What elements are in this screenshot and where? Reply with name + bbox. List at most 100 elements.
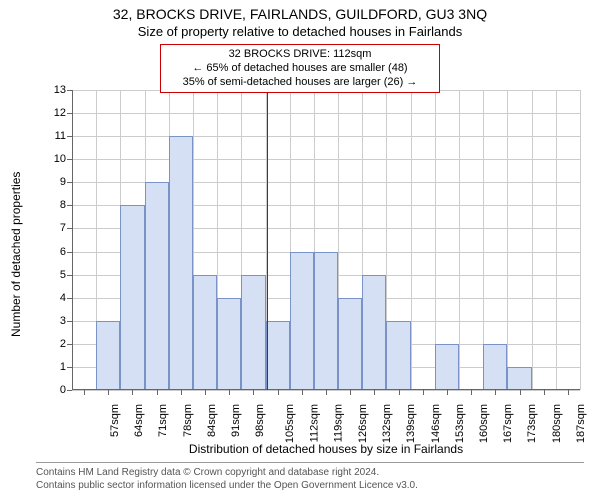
- y-tick-mark: [67, 367, 72, 368]
- x-tick-label: 146sqm: [430, 404, 442, 443]
- histogram-bar: [386, 321, 410, 390]
- y-tick-mark: [67, 90, 72, 91]
- x-tick-mark: [253, 390, 254, 395]
- y-tick-label: 8: [42, 199, 66, 211]
- chart-container: 32, BROCKS DRIVE, FAIRLANDS, GUILDFORD, …: [0, 0, 600, 500]
- y-axis-line: [72, 90, 73, 390]
- x-tick-label: 105sqm: [285, 404, 297, 443]
- x-tick-mark: [374, 390, 375, 395]
- grid-line-horizontal: [72, 136, 580, 137]
- histogram-bar: [483, 344, 507, 390]
- y-tick-label: 0: [42, 384, 66, 396]
- y-tick-label: 2: [42, 338, 66, 350]
- grid-line-vertical: [459, 90, 460, 390]
- footer-line1: Contains HM Land Registry data © Crown c…: [36, 466, 418, 479]
- x-tick-label: 57sqm: [109, 404, 121, 437]
- x-tick-label: 187sqm: [575, 404, 587, 443]
- x-tick-mark: [157, 390, 158, 395]
- histogram-bar: [435, 344, 459, 390]
- chart-title-line1: 32, BROCKS DRIVE, FAIRLANDS, GUILDFORD, …: [0, 6, 600, 22]
- x-tick-mark: [399, 390, 400, 395]
- y-tick-mark: [67, 252, 72, 253]
- grid-line-vertical: [411, 90, 412, 390]
- y-tick-mark: [67, 136, 72, 137]
- x-tick-label: 160sqm: [478, 404, 490, 443]
- x-tick-label: 153sqm: [454, 404, 466, 443]
- y-tick-label: 1: [42, 361, 66, 373]
- x-tick-mark: [350, 390, 351, 395]
- y-tick-label: 11: [42, 130, 66, 142]
- histogram-bar: [362, 275, 386, 390]
- annotation-box: 32 BROCKS DRIVE: 112sqm ← 65% of detache…: [160, 44, 440, 93]
- x-tick-label: 180sqm: [551, 404, 563, 443]
- x-tick-label: 126sqm: [357, 404, 369, 443]
- footer-text: Contains HM Land Registry data © Crown c…: [36, 466, 418, 492]
- histogram-bar: [338, 298, 362, 390]
- chart-title-line2: Size of property relative to detached ho…: [0, 24, 600, 39]
- x-tick-mark: [423, 390, 424, 395]
- x-tick-mark: [326, 390, 327, 395]
- histogram-bar: [193, 275, 217, 390]
- histogram-bar: [507, 367, 531, 390]
- x-tick-mark: [181, 390, 182, 395]
- x-tick-mark: [205, 390, 206, 395]
- x-tick-label: 132sqm: [381, 404, 393, 443]
- footer-divider: [36, 462, 584, 463]
- annotation-line3: 35% of semi-detached houses are larger (…: [167, 76, 433, 90]
- x-tick-label: 91sqm: [230, 404, 242, 437]
- x-tick-label: 139sqm: [406, 404, 418, 443]
- x-axis-label: Distribution of detached houses by size …: [72, 442, 580, 456]
- y-tick-mark: [67, 275, 72, 276]
- histogram-bar: [145, 182, 169, 390]
- y-tick-label: 10: [42, 153, 66, 165]
- x-tick-label: 119sqm: [332, 404, 344, 442]
- y-tick-mark: [67, 159, 72, 160]
- y-tick-label: 4: [42, 292, 66, 304]
- histogram-bar: [96, 321, 120, 390]
- histogram-bar: [314, 252, 338, 390]
- histogram-bar: [217, 298, 241, 390]
- y-tick-label: 5: [42, 269, 66, 281]
- plot-area: [72, 90, 580, 390]
- x-tick-mark: [568, 390, 569, 395]
- x-tick-mark: [108, 390, 109, 395]
- annotation-line2: ← 65% of detached houses are smaller (48…: [167, 62, 433, 76]
- x-tick-mark: [84, 390, 85, 395]
- y-tick-label: 7: [42, 222, 66, 234]
- histogram-bar: [266, 321, 290, 390]
- x-tick-mark: [520, 390, 521, 395]
- y-axis-label: Number of detached properties: [9, 172, 23, 337]
- x-tick-mark: [302, 390, 303, 395]
- y-tick-mark: [67, 205, 72, 206]
- x-tick-mark: [278, 390, 279, 395]
- y-tick-mark: [67, 298, 72, 299]
- histogram-bar: [120, 205, 144, 390]
- y-tick-mark: [67, 390, 72, 391]
- y-tick-mark: [67, 344, 72, 345]
- x-tick-label: 84sqm: [206, 404, 218, 437]
- annotation-line1: 32 BROCKS DRIVE: 112sqm: [167, 48, 433, 62]
- grid-line-horizontal: [72, 113, 580, 114]
- y-tick-label: 3: [42, 315, 66, 327]
- grid-line-vertical: [507, 90, 508, 390]
- grid-line-vertical: [580, 90, 581, 390]
- histogram-bar: [169, 136, 193, 390]
- x-tick-label: 71sqm: [158, 404, 170, 437]
- y-tick-mark: [67, 113, 72, 114]
- x-tick-mark: [544, 390, 545, 395]
- y-tick-mark: [67, 182, 72, 183]
- x-tick-label: 112sqm: [308, 404, 320, 442]
- histogram-bar: [241, 275, 265, 390]
- x-tick-label: 64sqm: [133, 404, 145, 437]
- x-tick-label: 78sqm: [182, 404, 194, 437]
- grid-line-horizontal: [72, 159, 580, 160]
- x-tick-mark: [229, 390, 230, 395]
- y-tick-mark: [67, 321, 72, 322]
- reference-line: [267, 90, 268, 390]
- footer-line2: Contains public sector information licen…: [36, 479, 418, 492]
- histogram-bar: [290, 252, 314, 390]
- x-tick-mark: [447, 390, 448, 395]
- y-tick-label: 6: [42, 246, 66, 258]
- y-tick-label: 13: [42, 84, 66, 96]
- y-tick-mark: [67, 228, 72, 229]
